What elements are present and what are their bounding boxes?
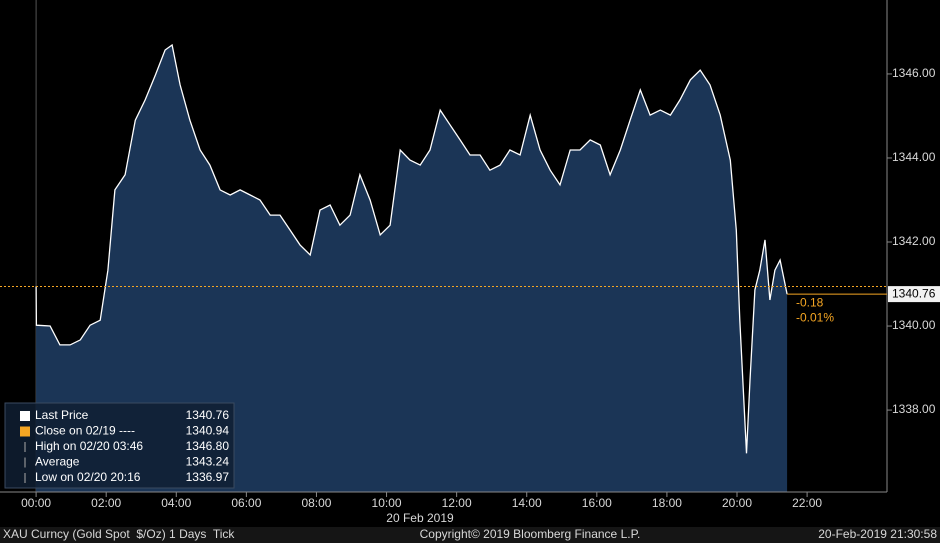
- x-tick-label: 22:00: [792, 496, 822, 510]
- x-tick-label: 08:00: [301, 496, 331, 510]
- legend-value: 1336.97: [186, 470, 230, 484]
- price-area: [36, 45, 788, 492]
- footer-left: XAU Curncy (Gold Spot $/Oz) 1 Days Tick: [3, 527, 235, 541]
- x-tick-label: 00:00: [21, 496, 51, 510]
- legend-label: Average: [35, 455, 80, 469]
- last-value-box: [888, 286, 940, 303]
- legend-value: 1340.94: [186, 424, 230, 438]
- last-value-label: 1340.76: [892, 286, 936, 300]
- y-tick-label: 1340.00: [892, 318, 936, 332]
- legend-box: [4, 402, 235, 489]
- x-axis-label: 20 Feb 2019: [386, 511, 454, 525]
- legend-swatch: [20, 426, 30, 437]
- y-tick-label: 1346.00: [892, 66, 936, 80]
- legend-label: Low on 02/20 20:16: [35, 470, 141, 484]
- x-tick-label: 20:00: [722, 496, 752, 510]
- y-tick-label: 1338.00: [892, 402, 936, 416]
- x-tick-label: 12:00: [442, 496, 472, 510]
- x-tick-label: 06:00: [231, 496, 261, 510]
- legend-label: Close on 02/19 ----: [35, 424, 135, 438]
- x-tick-label: 18:00: [652, 496, 682, 510]
- legend-label: Last Price: [35, 408, 89, 422]
- x-tick-label: 02:00: [91, 496, 121, 510]
- footer-right: 20-Feb-2019 21:30:58: [818, 527, 937, 541]
- footer-center: Copyright© 2019 Bloomberg Finance L.P.: [420, 527, 641, 541]
- x-tick-label: 16:00: [582, 496, 612, 510]
- legend-value: 1346.80: [186, 439, 230, 453]
- legend-label: High on 02/20 03:46: [35, 439, 143, 453]
- price-line: [35, 43, 788, 454]
- y-tick-label: 1344.00: [892, 150, 936, 164]
- legend-swatch: [20, 411, 30, 421]
- x-tick-label: 04:00: [161, 496, 191, 510]
- legend-value: 1340.76: [186, 408, 230, 422]
- x-tick-label: 10:00: [372, 496, 402, 510]
- x-tick-label: 14:00: [512, 496, 542, 510]
- legend-value: 1343.24: [186, 455, 230, 469]
- footer-bar: [0, 527, 940, 543]
- change-label: -0.01%: [796, 310, 834, 324]
- change-label: -0.18: [796, 295, 824, 309]
- y-tick-label: 1342.00: [892, 234, 936, 248]
